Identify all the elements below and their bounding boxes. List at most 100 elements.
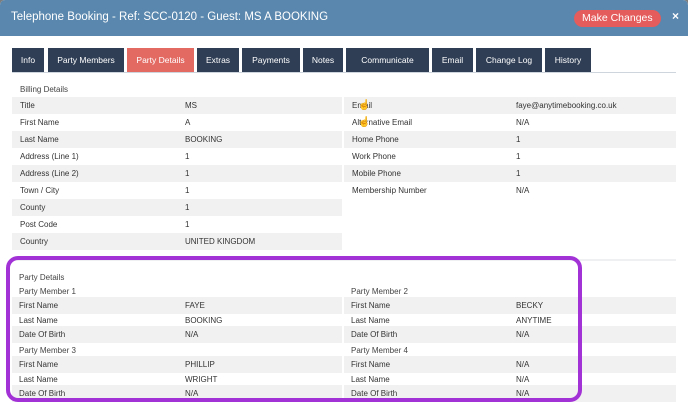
tab-payments[interactable]: Payments	[242, 48, 300, 72]
party-details-title: Party Details	[19, 273, 65, 282]
party-row: First Name FAYE	[12, 297, 342, 314]
billing-row: Work Phone 1	[344, 148, 676, 165]
field-value: N/A	[516, 360, 530, 369]
party-member-heading: Party Member 3	[19, 346, 76, 355]
billing-row: Title MS	[12, 97, 342, 114]
party-member-heading: Party Member 4	[351, 346, 408, 355]
party-row: Last Name N/A	[344, 371, 676, 388]
field-label: Home Phone	[352, 135, 399, 144]
field-value: WRIGHT	[185, 375, 218, 384]
party-row: First Name N/A	[344, 356, 676, 373]
field-label: Mobile Phone	[352, 169, 401, 178]
field-value: N/A	[516, 186, 530, 195]
tab-party-members[interactable]: Party Members	[48, 48, 124, 72]
hand-pointer-icon[interactable]: ☝	[358, 100, 371, 111]
field-value: N/A	[516, 118, 530, 127]
billing-row: Country UNITED KINGDOM	[12, 233, 342, 250]
billing-details-title: Billing Details	[20, 85, 69, 94]
field-value: 1	[185, 186, 190, 195]
modal-header: Telephone Booking - Ref: SCC-0120 - Gues…	[0, 0, 688, 36]
billing-row: Address (Line 1) 1	[12, 148, 342, 165]
tab-notes[interactable]: Notes	[303, 48, 343, 72]
field-label: Last Name	[19, 316, 58, 325]
make-changes-button[interactable]: Make Changes	[574, 10, 661, 27]
billing-row: Home Phone 1	[344, 131, 676, 148]
billing-row: Email ☝ faye@anytimebooking.co.uk	[344, 97, 676, 114]
field-label: First Name	[19, 360, 59, 369]
party-row: First Name PHILLIP	[12, 356, 342, 373]
field-value: PHILLIP	[185, 360, 215, 369]
billing-row: Alternative Email ☝ N/A	[344, 114, 676, 131]
field-label: Date Of Birth	[351, 330, 398, 339]
field-value: BOOKING	[185, 316, 223, 325]
field-value: 1	[185, 220, 190, 229]
tab-communicate[interactable]: Communicate	[346, 48, 429, 72]
tab-underline	[12, 72, 676, 73]
field-label: Last Name	[19, 375, 58, 384]
field-label: Work Phone	[352, 152, 396, 161]
field-value: MS	[185, 101, 197, 110]
field-label: Date Of Birth	[19, 389, 66, 398]
party-details-highlight-outline	[6, 256, 582, 402]
field-value: FAYE	[185, 301, 205, 310]
section-divider	[12, 259, 676, 261]
field-label: Address (Line 2)	[20, 169, 79, 178]
billing-row: Town / City 1	[12, 182, 342, 199]
field-label: Post Code	[20, 220, 58, 229]
party-row: Last Name ANYTIME	[344, 312, 676, 329]
billing-row: Address (Line 2) 1	[12, 165, 342, 182]
field-value: N/A	[516, 330, 530, 339]
tab-email[interactable]: Email	[432, 48, 473, 72]
field-label: Title	[20, 101, 35, 110]
billing-row: Membership Number N/A	[344, 182, 676, 199]
close-icon[interactable]: ×	[672, 9, 680, 23]
field-value: N/A	[185, 330, 199, 339]
tab-change-log[interactable]: Change Log	[476, 48, 542, 72]
tab-history[interactable]: History	[545, 48, 591, 72]
tab-extras[interactable]: Extras	[197, 48, 239, 72]
field-value: N/A	[185, 389, 199, 398]
field-value: BOOKING	[185, 135, 223, 144]
field-label: Town / City	[20, 186, 60, 195]
field-value: N/A	[516, 389, 530, 398]
field-value: 1	[516, 169, 521, 178]
field-label: County	[20, 203, 46, 212]
billing-row: Last Name BOOKING	[12, 131, 342, 148]
field-label: First Name	[351, 301, 391, 310]
field-label: Date Of Birth	[19, 330, 66, 339]
billing-row: First Name A	[12, 114, 342, 131]
field-label: First Name	[20, 118, 60, 127]
field-value: 1	[516, 135, 521, 144]
field-label: Membership Number	[352, 186, 427, 195]
party-row: Date Of Birth N/A	[12, 326, 342, 343]
field-label-text: Alternative Email	[352, 118, 413, 127]
billing-row: Post Code 1	[12, 216, 342, 233]
party-row: Date Of Birth N/A	[12, 385, 342, 402]
field-label: Last Name	[20, 135, 59, 144]
tab-info[interactable]: Info	[12, 48, 44, 72]
billing-row: Mobile Phone 1	[344, 165, 676, 182]
field-label: First Name	[19, 301, 59, 310]
field-value: ANYTIME	[516, 316, 552, 325]
party-row: First Name BECKY	[344, 297, 676, 314]
field-value: BECKY	[516, 301, 544, 310]
field-value: 1	[185, 152, 190, 161]
field-label: Address (Line 1)	[20, 152, 79, 161]
field-value: 1	[185, 203, 190, 212]
party-member-heading: Party Member 2	[351, 287, 408, 296]
field-label: Last Name	[351, 316, 390, 325]
hand-pointer-icon[interactable]: ☝	[358, 117, 371, 128]
field-label: Country	[20, 237, 49, 246]
billing-row: County 1	[12, 199, 342, 216]
party-row: Last Name WRIGHT	[12, 371, 342, 388]
party-row: Date Of Birth N/A	[344, 385, 676, 402]
tab-party-details[interactable]: Party Details	[127, 48, 194, 72]
field-value: UNITED KINGDOM	[185, 237, 256, 246]
field-label: First Name	[351, 360, 391, 369]
field-value: faye@anytimebooking.co.uk	[516, 101, 617, 110]
field-value: A	[185, 118, 191, 127]
modal-title: Telephone Booking - Ref: SCC-0120 - Gues…	[11, 11, 329, 23]
party-row: Date Of Birth N/A	[344, 326, 676, 343]
field-value: N/A	[516, 375, 530, 384]
